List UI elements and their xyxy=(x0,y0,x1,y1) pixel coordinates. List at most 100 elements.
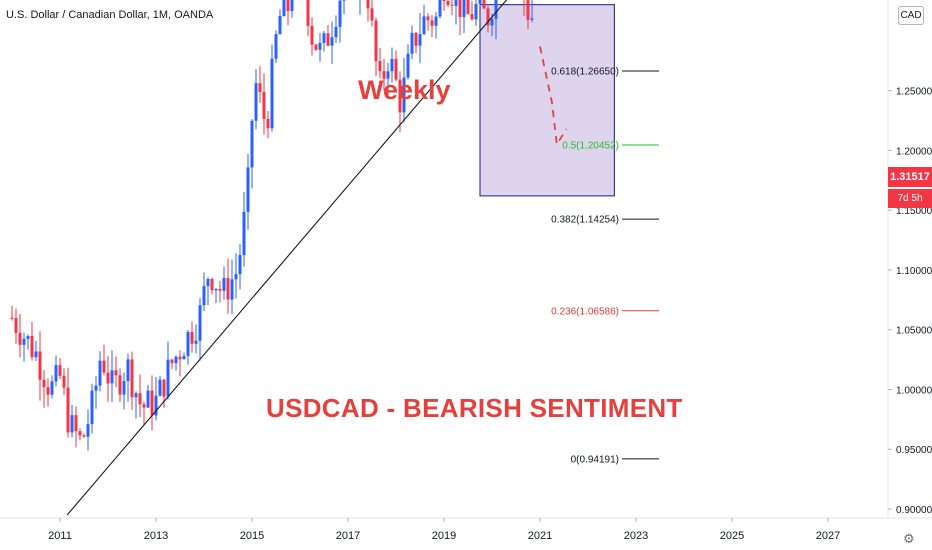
candle-body xyxy=(118,375,122,395)
candle-body xyxy=(242,211,246,256)
candle-body xyxy=(486,8,490,26)
candle-body xyxy=(194,340,198,344)
candle-body xyxy=(478,0,482,4)
candle-body xyxy=(446,1,450,5)
candle-body xyxy=(526,0,530,20)
candle-body xyxy=(82,435,86,437)
x-tick-label: 2015 xyxy=(240,530,264,542)
candle-body xyxy=(214,288,218,291)
candle-body xyxy=(402,77,406,113)
candle-body xyxy=(322,33,326,43)
candle-body xyxy=(494,0,498,19)
candle-body xyxy=(142,404,146,408)
candle-body xyxy=(314,44,318,50)
candle-body xyxy=(146,390,150,408)
y-tick-label: 1.25000 xyxy=(896,87,932,98)
candle-body xyxy=(330,37,334,46)
candle-body xyxy=(162,379,166,397)
x-tick-label: 2017 xyxy=(336,530,360,542)
x-tick-label: 2021 xyxy=(528,530,552,542)
candle-body xyxy=(442,0,446,2)
candle-body xyxy=(342,0,346,1)
candle-body xyxy=(430,20,434,26)
candle-body xyxy=(170,359,174,364)
candle-body xyxy=(130,359,134,398)
candle-body xyxy=(190,331,194,344)
candle-body xyxy=(102,360,106,373)
candle-body xyxy=(178,356,182,360)
candle-body xyxy=(410,32,414,54)
bar-countdown: 7d 5h xyxy=(888,189,932,208)
candle-body xyxy=(466,0,470,15)
fib-label: 0.5(1.20452) xyxy=(562,141,619,152)
y-tick-label: 1.05000 xyxy=(896,326,932,337)
candle-body xyxy=(398,79,402,113)
gear-icon[interactable]: ⚙ xyxy=(903,531,915,546)
candle-body xyxy=(94,385,98,391)
target-box xyxy=(479,4,615,197)
fibonacci-levels[interactable]: 1(1.46713)0.786(1.35473)0.618(1.26650)0.… xyxy=(551,0,659,465)
candle-body xyxy=(10,317,14,319)
candle-body xyxy=(222,277,226,291)
candle-body xyxy=(210,278,214,291)
candle-body xyxy=(138,393,142,405)
candle-body xyxy=(78,431,82,436)
candle-body xyxy=(126,359,130,382)
candle-body xyxy=(374,20,378,62)
target-zone xyxy=(479,4,615,197)
candle-body xyxy=(206,278,210,287)
candle-body xyxy=(226,277,230,300)
candle-body xyxy=(282,0,286,16)
candle-body xyxy=(90,390,94,425)
price-axis[interactable]: 1.25000 1.20000 1.15000 1.10000 1.05000 1.000… xyxy=(888,87,932,516)
x-tick-label: 2023 xyxy=(624,530,648,542)
candle-body xyxy=(262,92,266,119)
candle-body xyxy=(470,14,474,20)
candle-body xyxy=(434,16,438,26)
candle-body xyxy=(154,395,158,416)
candle-body xyxy=(202,286,206,306)
candle-body xyxy=(186,331,190,357)
trend-line[interactable] xyxy=(66,0,569,516)
candle-body xyxy=(50,381,54,395)
candle-body xyxy=(46,387,50,395)
candle-body xyxy=(254,83,258,121)
annotation-sentiment: USDCAD - BEARISH SENTIMENT xyxy=(266,393,683,423)
fib-label: 0.382(1.14254) xyxy=(551,215,619,226)
candle-body xyxy=(394,58,398,80)
candle-body xyxy=(310,25,314,45)
candle-body xyxy=(30,336,34,358)
candle-body xyxy=(366,0,370,9)
candle-body xyxy=(306,0,310,26)
candle-body xyxy=(334,26,338,38)
candle-body xyxy=(74,415,78,432)
chart-title: U.S. Dollar / Canadian Dollar, 1M, OANDA xyxy=(6,9,214,21)
fib-label: 0(0.94191) xyxy=(571,454,619,465)
candle-body xyxy=(318,42,322,50)
candle-body xyxy=(386,71,390,79)
candle-body xyxy=(86,424,90,437)
candle-body xyxy=(174,356,178,364)
candle-body xyxy=(270,58,274,129)
fib-label: 0.236(1.06586) xyxy=(551,306,619,317)
candle-body xyxy=(422,16,426,35)
candle-body xyxy=(266,118,270,129)
projection-path xyxy=(539,46,568,148)
x-tick-label: 2019 xyxy=(432,530,456,542)
y-tick-label: 1.10000 xyxy=(896,266,932,277)
candlestick-series xyxy=(10,0,534,451)
candle-body xyxy=(426,16,430,21)
candle-body xyxy=(18,332,22,345)
candle-body xyxy=(106,372,110,384)
y-tick-label: 1.15000 xyxy=(896,206,932,217)
candle-body xyxy=(490,18,494,26)
candle-body xyxy=(62,375,66,388)
y-tick-label: 1.00000 xyxy=(896,385,932,396)
candle-body xyxy=(14,318,18,333)
current-price-label: 1.31517 xyxy=(888,167,932,187)
candle-body xyxy=(418,34,422,46)
time-axis[interactable]: 2011 2013 2015 2017 2019 2021 2023 2025 2027 xyxy=(48,518,840,542)
candle-body xyxy=(462,0,466,17)
currency-badge[interactable]: CAD xyxy=(898,6,924,25)
